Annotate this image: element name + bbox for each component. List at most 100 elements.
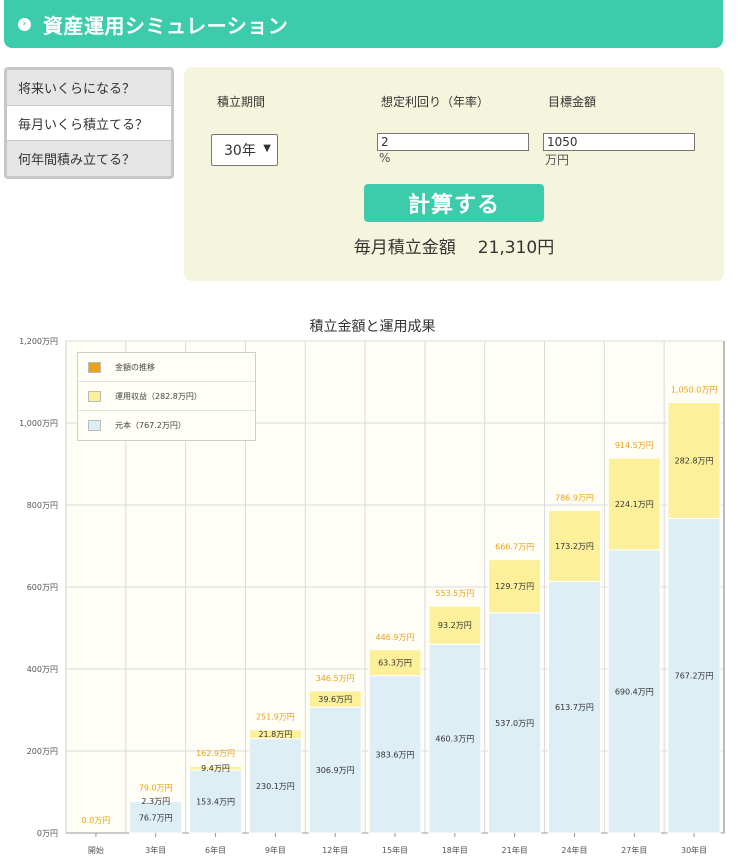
x-tick-label: 30年目 xyxy=(681,845,707,855)
bar-principal-label: 767.2万円 xyxy=(675,672,714,681)
bar-gain-label: 224.1万円 xyxy=(615,500,654,509)
legend-swatch-total xyxy=(88,361,101,373)
legend-label-gain: 運用収益（282.8万円） xyxy=(115,391,202,401)
bar-total-label: 914.5万円 xyxy=(615,441,654,450)
result-line: 毎月積立金額 21,310円 xyxy=(184,233,724,258)
mode-tabs: 将来いくらになる？ 毎月いくら積立てる？ 何年間積み立てる？ xyxy=(4,67,174,179)
x-tick-label: 12年目 xyxy=(322,845,348,855)
target-unit: 万円 xyxy=(545,153,570,167)
bar-gain-label: 173.2万円 xyxy=(555,542,594,551)
bar-gain xyxy=(189,765,243,771)
bar-gain-label: 282.8万円 xyxy=(675,456,714,465)
target-input[interactable]: 1050 xyxy=(543,133,695,151)
x-tick-label: 3年目 xyxy=(145,845,166,855)
bar-principal-label: 383.6万円 xyxy=(376,750,415,759)
bar-total-label: 0.0万円 xyxy=(82,816,111,825)
x-tick-label: 開始 xyxy=(88,845,104,855)
bar-principal-label: 76.7万円 xyxy=(139,813,173,822)
bar-principal xyxy=(189,769,243,834)
period-select-value: 30年 xyxy=(224,143,256,159)
tab-future-value[interactable]: 将来いくらになる？ xyxy=(7,70,171,105)
bar-principal xyxy=(368,675,422,834)
bar-principal xyxy=(428,643,482,834)
bar-gain xyxy=(129,800,183,803)
bar-gain-label: 93.2万円 xyxy=(438,621,472,630)
bar-gain-label: 39.6万円 xyxy=(318,695,352,704)
chart-title: 積立金額と運用成果 xyxy=(309,319,436,335)
bar-principal-label: 537.0万円 xyxy=(495,719,534,728)
bar-gain-label: 9.4万円 xyxy=(201,764,230,773)
bar-principal-label: 230.1万円 xyxy=(256,782,295,791)
bar-gain xyxy=(428,605,482,645)
legend-item-total: 金額の推移 xyxy=(78,353,255,382)
bar-principal xyxy=(248,738,302,834)
y-tick-label: 600万円 xyxy=(27,583,58,592)
bar-principal-label: 306.9万円 xyxy=(316,766,355,775)
stacked-bar-chart: 0万円 200万円 400万円 600万円 800万円 1,000万円 1,200万円 0.0… xyxy=(19,337,725,855)
bar-gain xyxy=(308,690,362,708)
simulation-form: 積立期間 想定利回り（年率） 目標金額 30年 ▼ 2 % 1050 万円 計算… xyxy=(184,67,724,281)
legend-label-total: 金額の推移 xyxy=(115,362,155,372)
rate-label: 想定利回り（年率） xyxy=(381,95,490,109)
y-tick-label: 1,200万円 xyxy=(19,337,58,346)
bar-principal-label: 690.4万円 xyxy=(615,687,654,696)
app-header: › 資産運用シミュレーション xyxy=(4,0,723,48)
bar-gain xyxy=(248,729,302,740)
x-tick-label: 6年目 xyxy=(205,845,226,855)
bar-total-label: 162.9万円 xyxy=(196,749,235,758)
tab-monthly-amount[interactable]: 毎月いくら積立てる？ xyxy=(7,105,171,141)
chart-legend: 金額の推移 運用収益（282.8万円） 元本（767.2万円） xyxy=(77,352,256,441)
result-label: 毎月積立金額 xyxy=(353,238,456,258)
x-tick-label: 27年目 xyxy=(621,845,647,855)
page-title: 資産運用シミュレーション xyxy=(43,13,289,38)
legend-swatch-gain xyxy=(88,390,101,402)
bar-total-label: 79.0万円 xyxy=(139,784,173,793)
bar-gain xyxy=(488,559,542,614)
bar-gain-label: 2.3万円 xyxy=(141,797,170,806)
bar-gain xyxy=(607,457,661,551)
bar-gain xyxy=(667,402,721,519)
bar-total-label: 446.9万円 xyxy=(376,633,415,642)
chevron-right-circle-icon: › xyxy=(18,17,31,31)
result-value: 21,310円 xyxy=(477,238,555,258)
tab-years-needed[interactable]: 何年間積み立てる？ xyxy=(7,141,171,177)
bar-gain-label: 63.3万円 xyxy=(378,659,412,668)
bar-gain-label: 129.7万円 xyxy=(495,582,534,591)
y-tick-label: 0万円 xyxy=(37,829,58,838)
bar-principal xyxy=(488,612,542,834)
bar-total-label: 786.9万円 xyxy=(555,493,594,502)
bar-total-label: 346.5万円 xyxy=(316,674,355,683)
bar-gain xyxy=(368,649,422,677)
period-label: 積立期間 xyxy=(217,95,266,109)
bar-gain xyxy=(547,509,601,582)
bar-principal-label: 153.4万円 xyxy=(196,798,235,807)
bar-total-label: 553.5万円 xyxy=(435,589,474,598)
y-tick-label: 400万円 xyxy=(27,665,58,674)
bar-principal-label: 460.3万円 xyxy=(435,735,474,744)
x-tick-label: 24年目 xyxy=(561,845,587,855)
x-tick-label: 15年目 xyxy=(382,845,408,855)
rate-unit: % xyxy=(379,151,391,165)
target-label: 目標金額 xyxy=(548,95,597,109)
bar-principal xyxy=(607,549,661,834)
legend-swatch-principal xyxy=(88,420,101,431)
chevron-down-icon: ▼ xyxy=(263,143,271,154)
y-tick-label: 200万円 xyxy=(27,747,58,756)
period-select[interactable]: 30年 ▼ xyxy=(211,134,278,166)
bar-total-label: 1,050.0万円 xyxy=(671,386,718,395)
x-tick-label: 18年目 xyxy=(442,845,468,855)
bar-gain-label: 21.8万円 xyxy=(258,730,292,739)
bar-principal-label: 613.7万円 xyxy=(555,703,594,712)
x-tick-label: 9年目 xyxy=(265,845,286,855)
bar-principal xyxy=(547,580,601,834)
bar-total-label: 666.7万円 xyxy=(495,543,534,552)
legend-item-principal: 元本（767.2万円） xyxy=(78,411,255,440)
y-tick-label: 1,000万円 xyxy=(19,419,58,428)
rate-input[interactable]: 2 xyxy=(377,133,529,151)
calculate-button[interactable]: 計算する xyxy=(364,184,544,222)
bar-total-label: 251.9万円 xyxy=(256,713,295,722)
y-tick-label: 800万円 xyxy=(27,501,58,510)
bar-principal xyxy=(129,801,183,834)
legend-item-gain: 運用収益（282.8万円） xyxy=(78,382,255,411)
legend-label-principal: 元本（767.2万円） xyxy=(115,421,186,430)
